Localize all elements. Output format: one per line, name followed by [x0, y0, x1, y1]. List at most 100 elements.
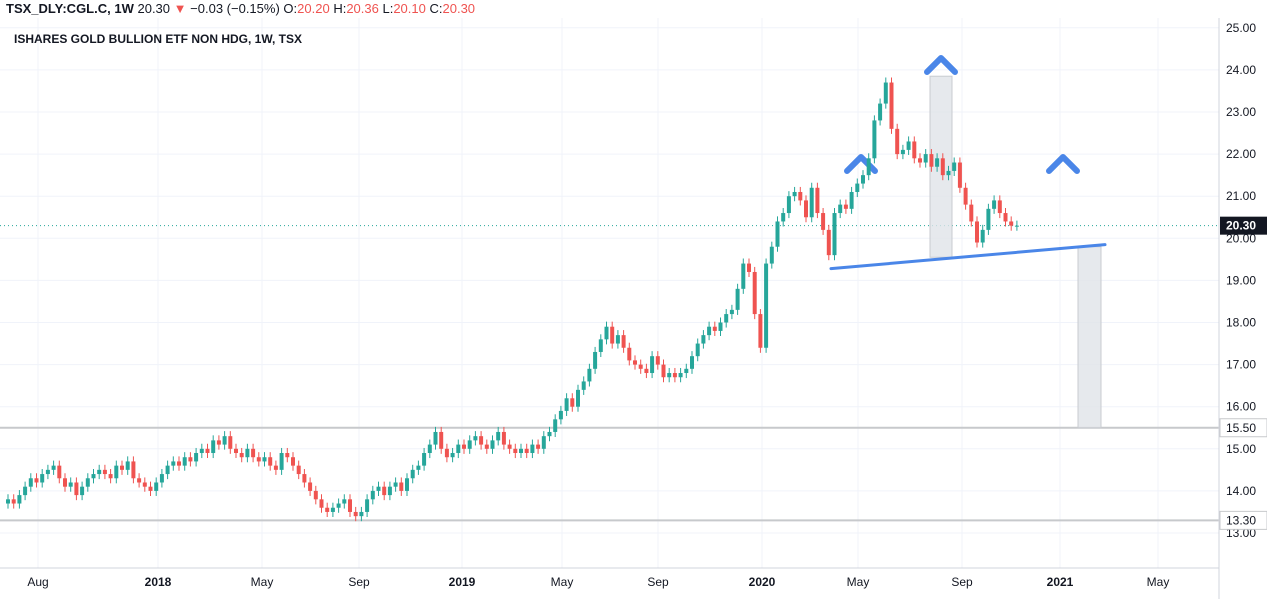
candle-body: [975, 221, 979, 243]
candle-body: [108, 474, 113, 479]
candle-body: [906, 141, 911, 150]
candle-body: [23, 486, 28, 496]
y-tick-label: 17.00: [1226, 358, 1256, 372]
candle-body: [6, 499, 10, 504]
candle-body: [188, 457, 193, 462]
candle-body: [496, 431, 501, 441]
candle-body: [1014, 225, 1019, 227]
head-chevron-icon: [924, 55, 958, 75]
candle-body: [325, 507, 330, 512]
current-price-label: 20.30: [1226, 219, 1256, 233]
candle-body: [456, 444, 461, 454]
y-tick-label: 24.00: [1226, 63, 1256, 77]
time-axis[interactable]: Aug 2018 May Sep 2019 May Sep 2020 May Sep 2021 May: [27, 575, 1169, 589]
candle-body: [313, 490, 318, 500]
candle-body: [439, 431, 444, 449]
price-line-label: 15.50: [1226, 421, 1256, 435]
candle-body: [849, 191, 854, 209]
candle-body: [804, 200, 808, 218]
head-and-shoulders-drawing: [829, 55, 1107, 429]
candle-body: [957, 162, 962, 188]
candle-body: [690, 356, 694, 369]
symbol-name[interactable]: TSX_DLY:CGL.C, 1W: [6, 1, 134, 16]
low-value: 20.10: [393, 1, 426, 16]
candle-body: [558, 410, 563, 420]
candle-body: [729, 309, 734, 315]
candle-body: [946, 170, 951, 176]
candle-body: [336, 503, 341, 508]
x-tick-label: Sep: [951, 575, 973, 589]
candle-body: [883, 82, 888, 104]
horizontal-price-lines: [0, 225, 1219, 522]
candle-body: [131, 461, 136, 479]
candle-body: [861, 175, 865, 184]
candle-body: [547, 431, 552, 437]
x-tick-label: 2021: [1047, 575, 1074, 589]
last-price: 20.30: [137, 1, 171, 16]
candle-body: [479, 436, 484, 445]
candle-body: [644, 368, 649, 374]
candle-body: [764, 263, 769, 348]
candle-body: [821, 213, 826, 230]
high-value: 20.36: [346, 1, 379, 16]
candle-body: [245, 448, 250, 458]
candle-body: [222, 436, 227, 445]
candle-body: [399, 482, 404, 491]
candle-body: [102, 469, 107, 475]
candle-body: [85, 478, 90, 487]
candle-body: [285, 453, 290, 458]
candle-body: [735, 288, 740, 310]
symbol-header: TSX_DLY:CGL.C, 1W 20.30 ▼ −0.03 (−0.15%)…: [6, 1, 475, 17]
close-label: C:: [429, 1, 443, 16]
candle-body: [712, 326, 717, 331]
candle-body: [536, 444, 541, 449]
candle-body: [598, 339, 603, 352]
candle-body: [707, 326, 712, 336]
candle-body: [165, 465, 170, 475]
candle-body: [45, 469, 50, 475]
candle-body: [302, 474, 307, 483]
candle-body: [308, 482, 313, 491]
candle-body: [68, 482, 73, 487]
y-tick-label: 18.00: [1226, 316, 1256, 330]
candle-body: [405, 478, 409, 491]
price-axis[interactable]: 13.0014.0015.0016.0017.0018.0019.0020.00…: [1226, 21, 1256, 540]
candle-body: [28, 478, 33, 487]
candle-body: [279, 453, 284, 470]
candle-body: [473, 436, 478, 441]
x-tick-label: 2019: [449, 575, 476, 589]
candle-body: [427, 444, 432, 454]
candle-body: [638, 364, 643, 369]
candle-body: [444, 448, 449, 458]
candle-body: [319, 499, 324, 508]
price-change: −0.03 (−0.15%): [190, 1, 280, 16]
candle-body: [718, 322, 723, 331]
candle-body: [952, 162, 957, 171]
candle-body: [51, 465, 56, 470]
candle-body: [872, 120, 877, 159]
left-shoulder-chevron-icon: [844, 154, 878, 174]
candle-body: [239, 453, 244, 458]
candle-body: [963, 187, 968, 205]
chart-title: ISHARES GOLD BULLION ETF NON HDG, 1W, TS…: [14, 32, 303, 46]
candle-body: [661, 364, 666, 378]
candle-body: [177, 461, 181, 466]
gridlines: [0, 18, 1219, 568]
price-line-label: 13.30: [1226, 513, 1256, 527]
candle-body: [980, 229, 985, 243]
y-tick-label: 21.00: [1226, 189, 1256, 203]
candle-body: [199, 448, 204, 454]
candle-body: [798, 191, 803, 201]
x-tick-label: May: [251, 575, 274, 589]
x-tick-label: Aug: [27, 575, 48, 589]
y-tick-label: 22.00: [1226, 147, 1256, 161]
x-tick-label: Sep: [647, 575, 669, 589]
candle-body: [615, 335, 620, 344]
candle-body: [467, 440, 472, 449]
candle-body: [1003, 213, 1008, 222]
candle-body: [268, 457, 273, 466]
candle-body: [758, 314, 763, 348]
candle-body: [513, 448, 518, 454]
candle-body: [353, 511, 358, 517]
